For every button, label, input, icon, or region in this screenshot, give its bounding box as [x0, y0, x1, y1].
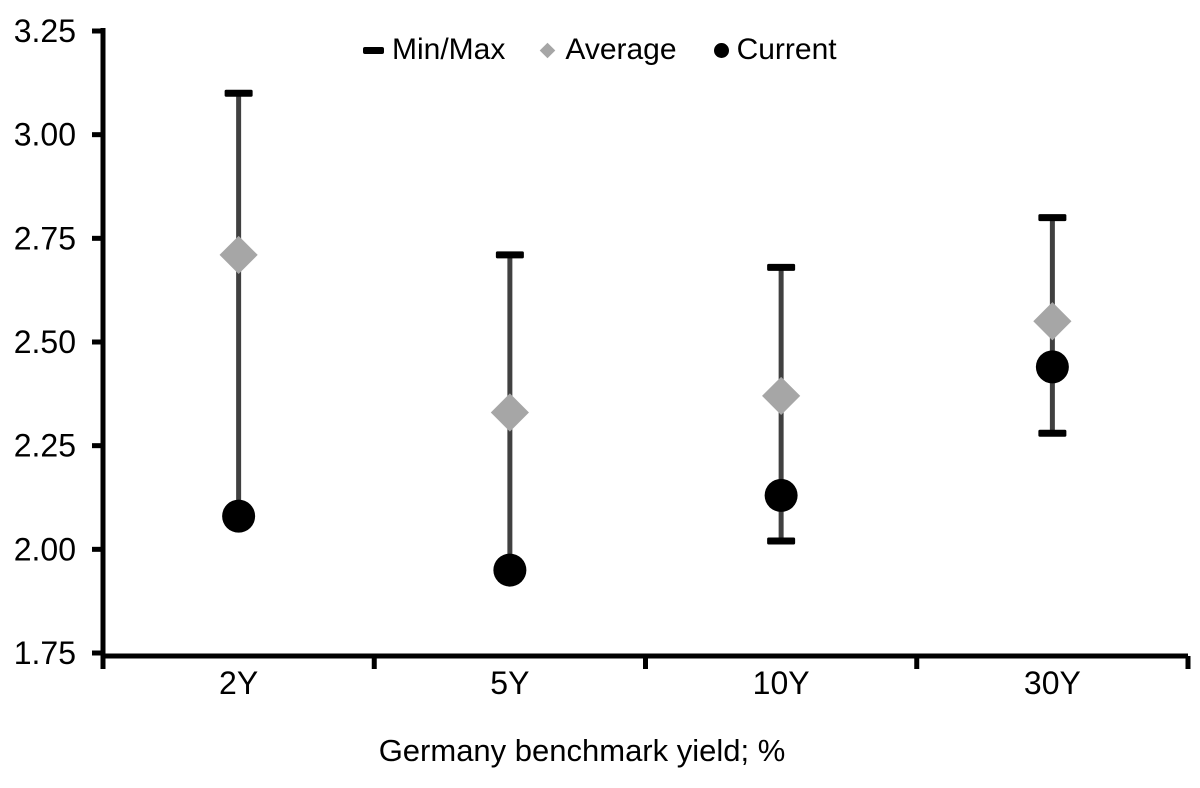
current-circle-icon: [713, 42, 729, 58]
legend-label-minmax: Min/Max: [392, 33, 506, 66]
average-marker-2Y: [219, 235, 258, 275]
min-cap-10Y: [767, 537, 796, 545]
legend-item-current: Current: [713, 33, 837, 66]
max-cap-30Y: [1038, 214, 1067, 222]
y-tick-label: 3.25: [14, 13, 76, 49]
current-marker-10Y: [764, 478, 798, 512]
x-category-label: 30Y: [1024, 665, 1081, 701]
legend-item-average: Average: [540, 33, 677, 66]
y-tick-label: 2.00: [14, 531, 76, 567]
minmax-dash-icon: [363, 46, 384, 54]
max-cap-2Y: [224, 89, 253, 97]
average-marker-30Y: [1033, 302, 1072, 341]
average-marker-5Y: [490, 393, 529, 432]
min-cap-30Y: [1038, 429, 1067, 437]
average-diamond-icon: [540, 42, 556, 58]
average-marker-10Y: [762, 376, 801, 415]
current-marker-2Y: [222, 499, 256, 533]
y-tick-label: 1.75: [14, 635, 76, 671]
y-tick-label: 3.00: [14, 117, 76, 153]
y-tick-label: 2.50: [14, 324, 76, 360]
current-marker-30Y: [1035, 350, 1069, 384]
x-category-label: 5Y: [490, 665, 529, 701]
legend: Min/Max Average Current: [363, 34, 837, 66]
max-cap-5Y: [495, 251, 524, 259]
current-marker-5Y: [493, 553, 527, 587]
y-tick-label: 2.75: [14, 220, 76, 256]
y-tick-label: 2.25: [14, 428, 76, 464]
legend-label-average: Average: [565, 33, 677, 66]
max-cap-10Y: [767, 263, 796, 271]
x-axis-title: Germany benchmark yield; %: [378, 733, 786, 768]
legend-label-current: Current: [736, 33, 837, 66]
legend-item-minmax: Min/Max: [363, 34, 505, 66]
x-category-label: 2Y: [219, 665, 258, 701]
x-category-label: 10Y: [753, 665, 810, 701]
